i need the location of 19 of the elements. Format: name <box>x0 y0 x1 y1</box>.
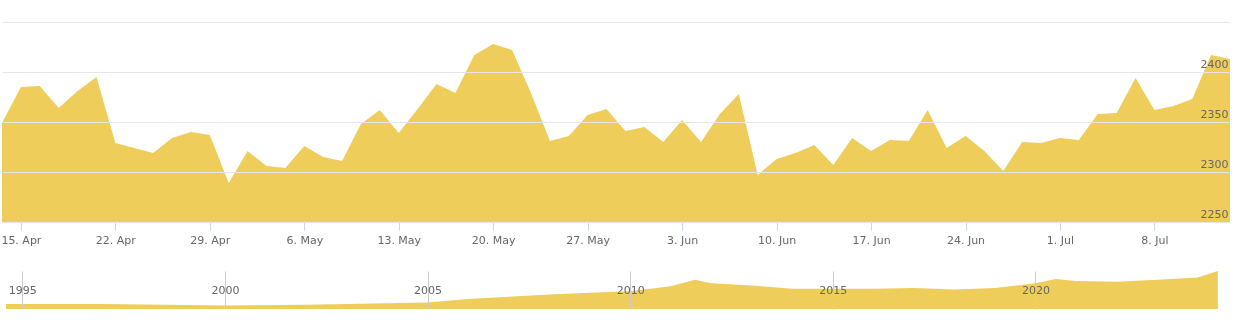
x-tick-label: 1. Jul <box>1046 233 1075 247</box>
x-tick-label: 27. May <box>566 233 611 247</box>
x-tick-label: 1995 <box>8 283 37 297</box>
x-tick-label: 15. Apr <box>1 233 42 247</box>
x-tick-label: 8. Jul <box>1141 233 1169 247</box>
x-tick-label: 22. Apr <box>95 233 137 247</box>
x-tick-label: 6. May <box>286 233 324 247</box>
x-tick-label: 29. Apr <box>190 233 231 247</box>
x-tick-label: 20. May <box>471 233 517 247</box>
x-tick-label: 17. Jun <box>852 233 891 247</box>
y-tick-label: 2250 <box>1200 207 1229 221</box>
x-tick-label: 13. May <box>377 233 422 247</box>
x-tick-label: 2005 <box>414 283 443 297</box>
y-tick-label: 2300 <box>1200 157 1229 171</box>
x-tick-label: 2000 <box>211 283 240 297</box>
y-tick-label: 2350 <box>1200 107 1229 121</box>
x-tick-label: 3. Jun <box>667 233 699 247</box>
x-tick-label: 10. Jun <box>757 233 797 247</box>
x-tick-label: 24. Jun <box>946 233 986 247</box>
